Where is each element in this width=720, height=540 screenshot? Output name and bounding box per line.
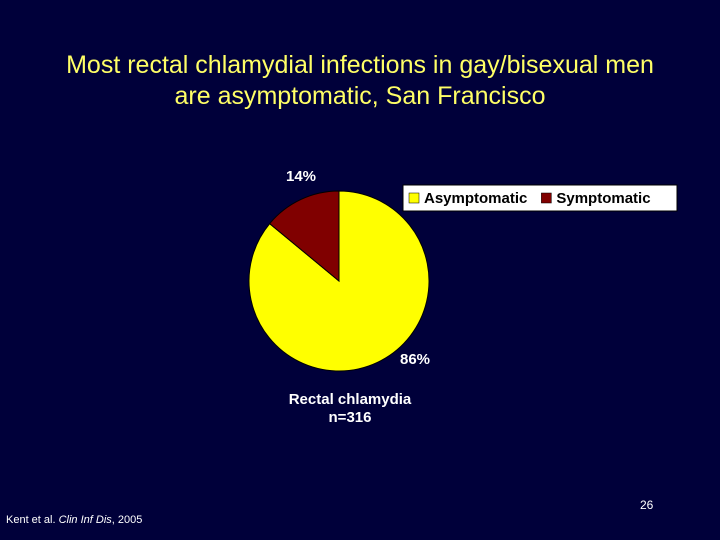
value-label: 14%	[286, 168, 316, 185]
footer: Kent et al. Clin Inf Dis, 2005	[6, 514, 142, 526]
legend-swatch	[541, 192, 552, 204]
caption: n=316	[329, 409, 372, 426]
legend-label: Symptomatic	[556, 190, 650, 207]
title-box: Most rectal chlamydial infections in gay…	[40, 50, 680, 112]
legend-box	[402, 184, 678, 212]
legend-label: Asymptomatic	[424, 190, 527, 207]
pie-slice	[268, 190, 340, 283]
caption: Rectal chlamydia	[289, 391, 412, 408]
citation-year: , 2005	[111, 514, 143, 526]
citation-journal: Clin Inf Dis	[58, 514, 112, 526]
page-number: 26	[640, 498, 654, 512]
value-label: 86%	[400, 351, 430, 368]
legend-swatch	[408, 192, 420, 204]
chart-title: Most rectal chlamydial infections in gay…	[66, 51, 654, 110]
citation-author: Kent et al.	[6, 514, 59, 526]
